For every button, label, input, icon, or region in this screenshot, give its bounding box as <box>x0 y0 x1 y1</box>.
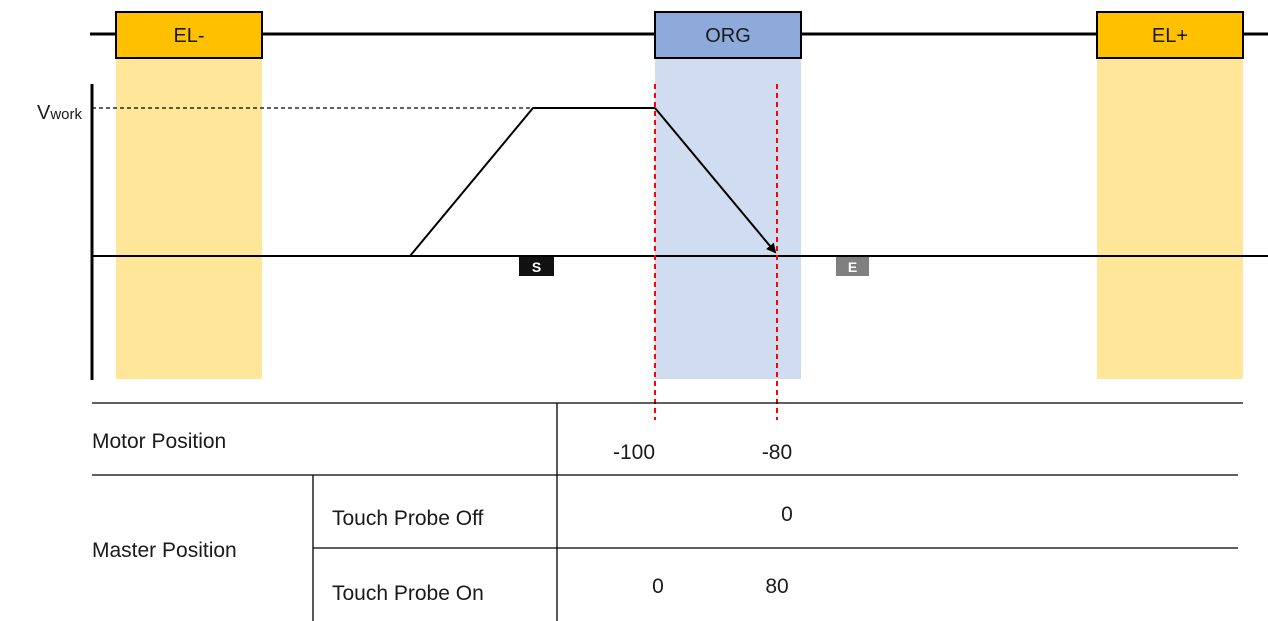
touch-probe-on-value-1: 0 <box>652 575 664 598</box>
velocity-profile <box>409 107 655 257</box>
master-position-label: Master Position <box>92 539 237 562</box>
org-label: ORG <box>705 25 751 47</box>
el-minus-zone <box>116 55 262 379</box>
start-marker-label: S <box>532 259 541 275</box>
touch-probe-off-label: Touch Probe Off <box>332 507 484 530</box>
touch-probe-on-label: Touch Probe On <box>332 582 484 605</box>
motor-position-value-1: -100 <box>613 441 655 464</box>
velocity-label-sub: work <box>49 106 82 123</box>
org-box: ORG <box>654 11 802 59</box>
el-plus-label: EL+ <box>1152 25 1188 47</box>
touch-probe-on-value-2: 80 <box>765 575 788 598</box>
el-minus-label: EL- <box>173 25 204 47</box>
velocity-label-main: V <box>37 102 51 124</box>
velocity-label: Vwork <box>37 102 83 124</box>
end-marker: E <box>836 257 869 276</box>
motor-position-label: Motor Position <box>92 430 226 453</box>
end-marker-label: E <box>848 259 857 275</box>
start-marker: S <box>519 257 554 276</box>
el-minus-box: EL- <box>115 11 263 59</box>
el-plus-box: EL+ <box>1096 11 1244 59</box>
touch-probe-off-value: 0 <box>781 503 793 526</box>
deceleration-arrow <box>654 107 777 254</box>
motor-position-value-2: -80 <box>762 441 792 464</box>
el-plus-zone <box>1097 55 1243 379</box>
org-zone <box>655 55 801 379</box>
